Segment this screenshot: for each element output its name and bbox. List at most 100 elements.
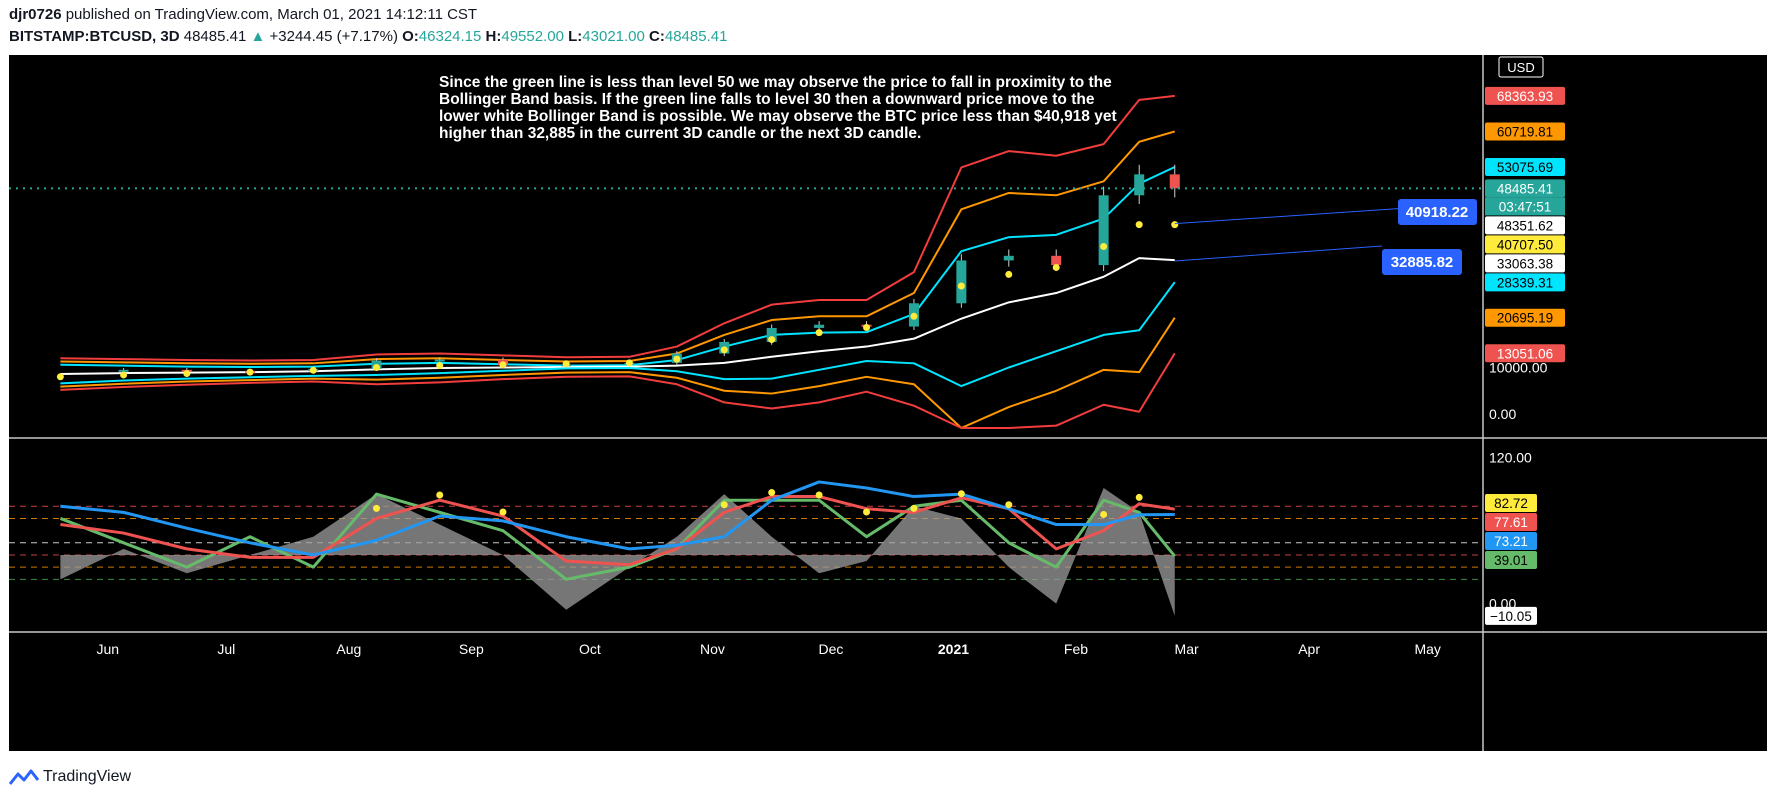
osc-scale-value: 73.21 [1494, 534, 1528, 549]
osc-dot [1100, 510, 1108, 518]
x-tick-label: Feb [1064, 641, 1088, 657]
osc-dot [863, 508, 871, 516]
osc-scale-value: 77.61 [1494, 515, 1528, 530]
candle-up [434, 359, 445, 362]
x-tick-label: Mar [1175, 641, 1199, 657]
x-tick-label: Sep [459, 641, 484, 657]
price-scale-value: 40707.50 [1497, 237, 1553, 252]
osc-y-tick-label: 120.00 [1489, 450, 1532, 466]
oscillator-pane[interactable] [9, 480, 1483, 616]
price-scale-tag [1485, 122, 1565, 141]
osc-dot [815, 491, 823, 499]
x-tick-label: Apr [1298, 641, 1320, 657]
price-scale-value: 20695.19 [1497, 311, 1553, 326]
candle-down [1169, 174, 1180, 189]
candle-up [766, 327, 777, 342]
close-label: C: [649, 28, 665, 45]
callout-40918-box [1398, 199, 1477, 225]
price-scale-value: 60719.81 [1497, 124, 1553, 139]
candle-up [1134, 174, 1145, 196]
osc-gray-area [60, 488, 1175, 616]
sar-dot [957, 282, 965, 290]
price-scale-value: 53075.69 [1497, 160, 1553, 175]
main-pane[interactable] [9, 94, 1483, 429]
candle-up [1003, 255, 1014, 261]
osc-scale-value: 39.01 [1494, 553, 1528, 568]
sar-dot [56, 373, 64, 381]
sar-dot [673, 355, 681, 363]
author-name[interactable]: djr0726 [9, 6, 62, 23]
price-scale-value: 33063.38 [1497, 256, 1553, 271]
x-tick-label: Oct [579, 641, 601, 657]
price-scale-value: 68363.93 [1497, 89, 1553, 104]
osc-green-line [59, 492, 1176, 581]
annotation-line-4: higher than 32,885 in the current 3D can… [439, 125, 921, 142]
price-scale-tag [1485, 235, 1565, 254]
price-scale-tag [1485, 254, 1565, 273]
sar-dot [1052, 263, 1060, 271]
x-tick-label: Jul [217, 641, 235, 657]
sar-dot [183, 370, 191, 378]
osc-dot [768, 489, 776, 497]
price-scale-tag [1485, 216, 1565, 235]
osc-dot [957, 490, 965, 498]
bb-mid-lower-line [60, 317, 1176, 429]
osc-scale-value: 82.72 [1494, 496, 1528, 511]
sar-dot [625, 359, 633, 367]
callout-connector [1174, 208, 1399, 225]
callout-connector [1174, 245, 1383, 262]
axes: Jun Jul Aug Sep Oct Nov Dec 2021 Feb Mar Apr May USD… [9, 55, 1767, 751]
callout-40918-label: 40918.22 [1406, 204, 1469, 221]
sar-dot [436, 362, 444, 370]
osc-scale-tag [1485, 512, 1537, 531]
close-value: 48485.41 [664, 28, 728, 45]
x-tick-label: Jun [97, 641, 120, 657]
sar-dot [499, 361, 507, 369]
osc-scale-value: −10.05 [1490, 609, 1532, 624]
sar-dot [373, 364, 381, 371]
chart-svg[interactable]: Jun Jul Aug Sep Oct Nov Dec 2021 Feb Mar Apr May USD… [9, 55, 1767, 751]
osc-dot [1135, 493, 1143, 501]
price-scale-value: 48351.62 [1497, 218, 1553, 233]
price-scale-value: 28339.31 [1497, 275, 1553, 290]
countdown-tag [1485, 197, 1565, 216]
low-value: 43021.00 [582, 28, 645, 45]
annotation-line-3: lower white Bollinger Band is possible. … [439, 108, 1117, 125]
sar-dot [1100, 243, 1108, 250]
publish-header: djr0726 published on TradingView.com, Ma… [9, 6, 477, 23]
sar-dot [1171, 221, 1179, 229]
sar-dot [309, 366, 317, 374]
x-tick-label: Aug [336, 641, 361, 657]
sar-dot [768, 336, 776, 344]
high-value: 49552.00 [501, 28, 564, 45]
callout-32885[interactable]: 32885.82 [1382, 249, 1462, 275]
x-tick-label: 2021 [938, 641, 969, 657]
sar-dot [720, 346, 728, 354]
osc-dot [373, 504, 381, 512]
chart-area[interactable]: Jun Jul Aug Sep Oct Nov Dec 2021 Feb Mar Apr May USD… [9, 55, 1767, 751]
brand-name[interactable]: TradingView [43, 768, 132, 785]
sar-dot [562, 360, 570, 368]
candle-up [814, 324, 825, 328]
callout-40918[interactable]: 40918.22 [1398, 199, 1477, 225]
osc-blue-line [60, 480, 1175, 557]
y-tick-label: 0.00 [1489, 406, 1516, 422]
footer: TradingView [9, 764, 131, 790]
y-tick-label: 10000.00 [1489, 360, 1548, 376]
published-text: published on TradingView.com, March 01, … [61, 6, 478, 23]
sar-dot [246, 368, 254, 376]
callout-32885-label: 32885.82 [1391, 254, 1454, 271]
symbol-label: BITSTAMP:BTCUSD, 3D [9, 28, 180, 45]
low-label: L: [568, 28, 583, 45]
annotation-line-1: Since the green line is less than level … [439, 74, 1112, 91]
candle-up [956, 260, 967, 304]
osc-scale-tag [1485, 606, 1537, 625]
open-value: 46324.15 [418, 28, 482, 45]
price-scale-value: 13051.06 [1497, 346, 1553, 361]
price-scale-tag [1485, 344, 1565, 363]
bb-inner-lower-line [60, 281, 1176, 388]
osc-scale-tag [1485, 493, 1537, 512]
open-label: O: [402, 28, 419, 45]
price-scale-tag [1485, 86, 1565, 105]
tradingview-logo-icon[interactable] [9, 768, 39, 786]
